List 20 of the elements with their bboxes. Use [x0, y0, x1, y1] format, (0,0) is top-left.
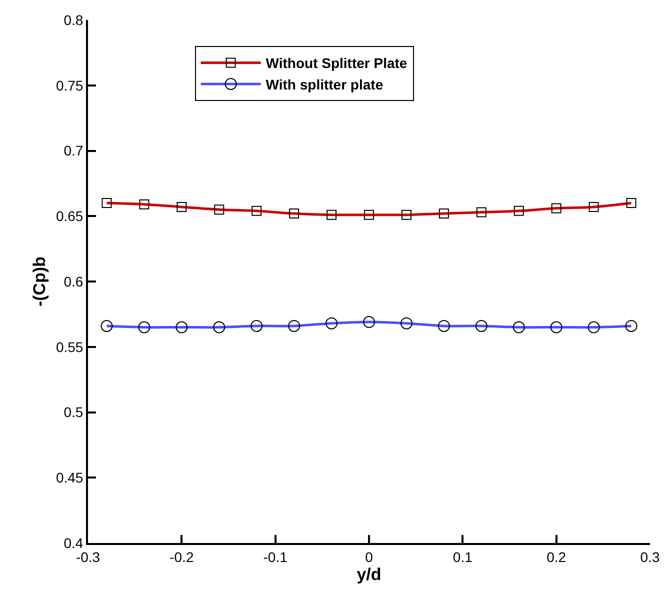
x-tick-label: 0.1 [452, 548, 473, 565]
x-axis-title: y/d [356, 564, 382, 584]
y-tick-label: 0.8 [64, 12, 84, 28]
y-tick-label: 0.5 [64, 404, 84, 420]
y-tick-label: 0.55 [56, 338, 84, 355]
x-tick-label: 0.2 [546, 548, 566, 565]
x-tick-label: -0.2 [170, 548, 194, 565]
x-tick-label: 0.3 [640, 548, 660, 565]
y-tick-label: 0.75 [56, 77, 84, 94]
x-tick-label: -0.3 [76, 548, 100, 565]
legend-label: With splitter plate [266, 76, 384, 92]
y-axis-title: -(Cp)b [30, 256, 49, 307]
y-tick-label: 0.7 [64, 142, 84, 159]
y-tick-label: 0.4 [64, 534, 84, 551]
y-tick-label: 0.65 [56, 208, 84, 224]
x-tick-label: 0 [365, 548, 374, 565]
legend-label: Without Splitter Plate [266, 55, 408, 72]
y-tick-label: 0.45 [56, 470, 84, 486]
y-tick-label: 0.6 [64, 273, 84, 290]
x-tick-label: -0.1 [263, 548, 288, 565]
